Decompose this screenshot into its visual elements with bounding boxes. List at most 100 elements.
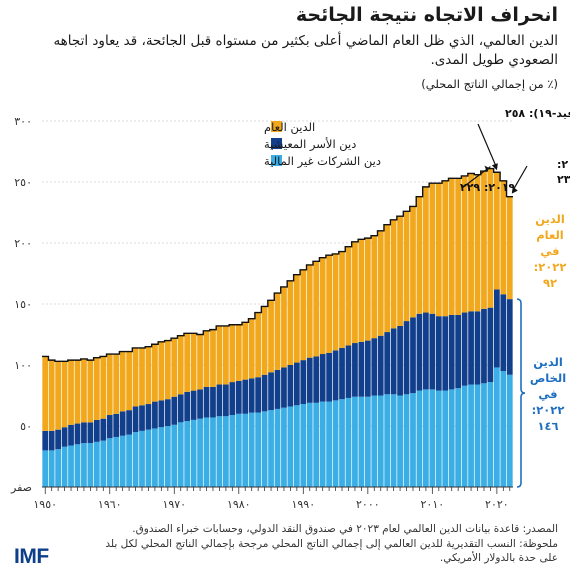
bar-segment xyxy=(390,219,397,329)
bar-segment xyxy=(242,379,249,414)
source-text: المصدر: قاعدة بيانات الدين العالمي لعام … xyxy=(132,523,558,535)
side-label-private: في xyxy=(538,387,557,401)
side-label-private: ٢٠٢٢: xyxy=(532,403,565,417)
bar-segment xyxy=(403,394,410,487)
bar-segment xyxy=(364,340,371,397)
bar-segment xyxy=(397,325,403,396)
bar-segment xyxy=(306,264,313,358)
bar-segment xyxy=(93,357,100,420)
bar-segment xyxy=(313,261,320,357)
x-tick-label: ١٩٦٠ xyxy=(98,498,122,511)
bar-segment xyxy=(352,241,358,344)
bar-segment xyxy=(435,183,442,317)
bar-segment xyxy=(326,255,332,353)
bar-segment xyxy=(481,383,487,487)
bar-segment xyxy=(184,421,191,487)
annotation-arrow xyxy=(477,123,498,169)
bar-segment xyxy=(423,186,429,313)
bar-segment xyxy=(442,390,449,487)
bar-segment xyxy=(190,390,197,420)
bar-segment xyxy=(248,412,255,487)
bar-segment xyxy=(358,396,365,487)
annotation-2019: ٢٠١٩: ٢٢٩ xyxy=(460,181,516,194)
bar-segment xyxy=(261,411,268,487)
bar-segment xyxy=(61,427,68,447)
bar-segment xyxy=(119,435,126,487)
bar-segment xyxy=(203,330,210,387)
bar-segment xyxy=(184,333,191,392)
x-tick-label: ١٩٩٠ xyxy=(291,498,315,511)
bar-segment xyxy=(403,321,410,395)
chart-subtitle: الدين العالمي، الذي ظل العام الماضي أعلى… xyxy=(53,33,558,68)
bar-segment xyxy=(358,341,365,397)
total-debt-line xyxy=(42,167,513,363)
bar-segment xyxy=(506,374,513,487)
bar-segment xyxy=(455,178,462,315)
bar-segment xyxy=(332,253,339,351)
bar-segment xyxy=(461,385,468,487)
bar-segment xyxy=(377,335,384,396)
bar-segment xyxy=(313,402,320,487)
bar-segment xyxy=(190,333,197,391)
bar-segment xyxy=(461,175,468,313)
bar-segment xyxy=(339,399,345,487)
bar-segment xyxy=(100,418,107,441)
bar-segment xyxy=(152,428,158,487)
bar-segment xyxy=(106,354,113,416)
bar-segment xyxy=(416,390,423,487)
bar-segment xyxy=(364,238,371,341)
bar-segment xyxy=(410,206,416,318)
bar-segment xyxy=(42,430,49,451)
bar-segment xyxy=(293,362,300,406)
bar-segment xyxy=(281,407,287,487)
bar-segment xyxy=(287,365,294,407)
bar-segment xyxy=(493,172,500,290)
bar-segment xyxy=(68,445,74,487)
bar-segment xyxy=(274,293,281,370)
side-label-private: الدين xyxy=(533,355,563,369)
bar-segment xyxy=(177,335,184,395)
legend-label: دين الأسر المعيشية xyxy=(264,137,356,152)
bar-segment xyxy=(500,180,507,295)
bar-segment xyxy=(468,384,474,487)
bar-segment xyxy=(55,429,62,450)
bar-segment xyxy=(410,393,416,487)
bar-segment xyxy=(177,394,184,423)
bar-segment xyxy=(390,328,397,395)
bar-segment xyxy=(119,351,126,412)
bar-segment xyxy=(158,400,165,428)
bar-segment xyxy=(68,360,74,425)
bar-segment xyxy=(113,436,120,487)
bar-segment xyxy=(48,360,55,431)
y-tick-label: ٢٠٠ xyxy=(14,237,32,250)
bar-segment xyxy=(390,394,397,487)
bar-segment xyxy=(481,171,487,309)
bar-segment xyxy=(377,230,384,336)
bar-segment xyxy=(74,360,81,424)
x-tick-label: ١٩٧٠ xyxy=(162,498,186,511)
legend-label: دين الشركات غير المالية xyxy=(264,154,381,169)
bar-segment xyxy=(339,251,345,348)
bar-segment xyxy=(481,308,487,384)
bar-segment xyxy=(61,361,68,428)
arrowhead xyxy=(491,163,498,171)
legend-swatch xyxy=(271,138,282,149)
bar-segment xyxy=(300,404,307,487)
bar-segment xyxy=(474,384,481,487)
bar-segment xyxy=(177,422,184,487)
bar-segment xyxy=(487,307,494,383)
bar-segment xyxy=(397,216,403,326)
bar-segment xyxy=(435,316,442,391)
bar-segment xyxy=(106,438,113,487)
bar-segment xyxy=(493,367,500,487)
bar-segment xyxy=(42,450,49,487)
bar-segment xyxy=(242,322,249,380)
y-tick-label: ٢٥٠ xyxy=(14,176,32,189)
y-tick-label: ١٠٠ xyxy=(14,359,32,372)
bar-segment xyxy=(455,314,462,389)
bar-segment xyxy=(145,346,152,405)
bar-segment xyxy=(126,410,132,435)
bar-segment xyxy=(197,334,203,390)
bar-segment xyxy=(126,351,132,411)
bar-segment xyxy=(364,396,371,487)
